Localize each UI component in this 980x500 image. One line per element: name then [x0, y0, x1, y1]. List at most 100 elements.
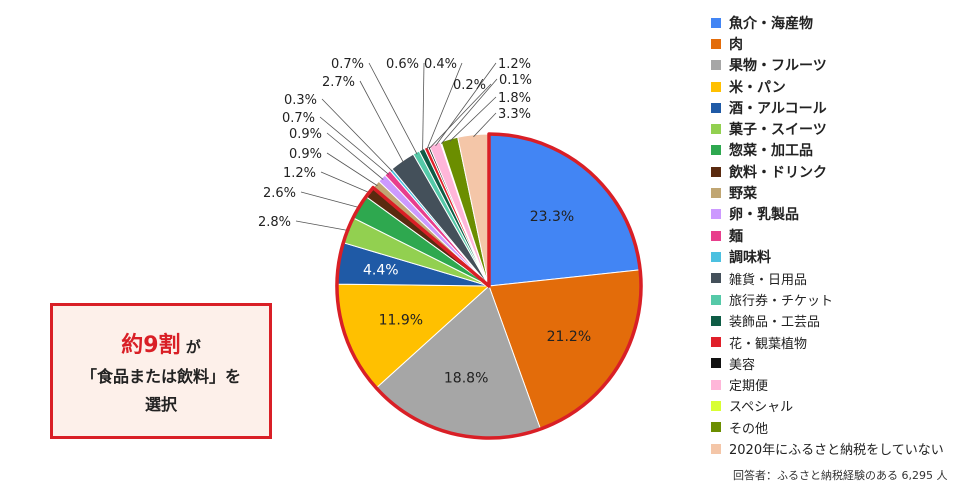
- legend-swatch: [711, 273, 721, 284]
- legend-swatch: [711, 294, 721, 305]
- legend-label: 装飾品・工芸品: [729, 315, 821, 331]
- slice-value-label: 4.4%: [363, 263, 399, 279]
- leader-line: [319, 116, 390, 175]
- slice-value-label: 1.2%: [283, 166, 316, 181]
- legend-item: 雑貨・日用品: [711, 268, 976, 289]
- legend-swatch: [711, 315, 721, 326]
- legend-swatch: [711, 124, 721, 135]
- slice-value-label: 3.3%: [498, 107, 531, 122]
- legend-item: 魚介・海産物: [711, 12, 976, 33]
- leader-line: [320, 171, 372, 194]
- legend-item: 酒・アルコール: [711, 97, 976, 118]
- slice-value-label: 2.6%: [263, 186, 296, 201]
- leader-line: [321, 98, 393, 172]
- leader-line: [300, 191, 361, 209]
- slice-value-label: 11.9%: [379, 312, 423, 328]
- slice-value-label: 1.2%: [498, 57, 531, 72]
- leader-line: [449, 96, 497, 142]
- slice-value-label: 18.8%: [444, 370, 488, 386]
- legend-label: 菓子・スイーツ: [729, 122, 827, 139]
- legend-item: 肉: [711, 33, 976, 54]
- legend-label: 野菜: [729, 186, 757, 203]
- legend-label: 魚介・海産物: [729, 15, 813, 32]
- legend-label: 卵・乳製品: [729, 207, 799, 224]
- legend-swatch: [711, 400, 721, 411]
- legend-item: 惣菜・加工品: [711, 140, 976, 161]
- respondents-note: 回答者：ふるさと納税経験のある 6,295 人: [733, 469, 948, 482]
- legend-item: 2020年にふるさと納税をしていない: [711, 438, 976, 459]
- legend-item: 旅行券・チケット: [711, 289, 976, 310]
- legend-label: 定期便: [729, 379, 769, 395]
- legend-item: 菓子・スイーツ: [711, 118, 976, 139]
- legend-swatch: [711, 17, 721, 28]
- leader-line: [435, 62, 497, 147]
- slice-value-label: 0.7%: [282, 111, 315, 126]
- legend-label: 麺: [729, 228, 743, 245]
- callout-suffix: が: [185, 338, 201, 356]
- chart-legend: 魚介・海産物肉果物・フルーツ 米・パン酒・アルコール 菓子・スイーツ 惣菜・加工品 飲料…: [711, 12, 976, 459]
- legend-label: 肉: [729, 36, 743, 53]
- legend-item: 米・パン: [711, 76, 976, 97]
- legend-item: 果物・フルーツ: [711, 55, 976, 76]
- legend-item: 美容: [711, 353, 976, 374]
- slice-value-label: 0.1%: [499, 73, 532, 88]
- legend-item: 飲料・ドリンク: [711, 161, 976, 182]
- callout-line3: 選択: [144, 395, 177, 414]
- callout-box: 約9割 が 「食品または飲料」を 選択: [50, 303, 272, 439]
- slice-value-label: 0.2%: [453, 78, 486, 93]
- slice-value-label: 21.2%: [547, 329, 591, 345]
- slice-value-label: 0.7%: [331, 57, 364, 72]
- leader-line: [368, 62, 418, 155]
- legend-label: 酒・アルコール: [729, 100, 827, 117]
- legend-swatch: [711, 60, 721, 71]
- slice-value-label: 23.3%: [530, 209, 574, 225]
- legend-swatch: [711, 230, 721, 241]
- legend-swatch: [711, 358, 721, 369]
- legend-item: 卵・乳製品: [711, 204, 976, 225]
- legend-swatch: [711, 443, 721, 454]
- legend-swatch: [711, 251, 721, 262]
- legend-swatch: [711, 337, 721, 348]
- legend-swatch: [711, 166, 721, 177]
- legend-label: 果物・フルーツ: [729, 58, 827, 75]
- legend-item: その他: [711, 417, 976, 438]
- legend-swatch: [711, 422, 721, 433]
- leader-line: [441, 78, 498, 145]
- legend-swatch: [711, 209, 721, 220]
- legend-swatch: [711, 38, 721, 49]
- leader-line: [326, 132, 384, 180]
- legend-item: スペシャル: [711, 395, 976, 416]
- legend-item: 調味料: [711, 246, 976, 267]
- legend-swatch: [711, 81, 721, 92]
- legend-label: スペシャル: [729, 400, 794, 416]
- slice-value-label: 2.7%: [322, 75, 355, 90]
- legend-label: 調味料: [729, 249, 771, 266]
- leader-line: [473, 112, 497, 138]
- slice-value-label: 1.8%: [498, 91, 531, 106]
- legend-label: その他: [729, 421, 769, 437]
- leader-line: [422, 62, 425, 152]
- slice-value-label: 0.6%: [386, 57, 419, 72]
- legend-swatch: [711, 145, 721, 156]
- legend-label: 雑貨・日用品: [729, 272, 808, 288]
- leader-line: [326, 152, 378, 187]
- legend-swatch: [711, 188, 721, 199]
- callout-highlight: 約9割: [121, 333, 181, 358]
- legend-item: 定期便: [711, 374, 976, 395]
- slice-value-label: 0.9%: [289, 127, 322, 142]
- leader-line: [429, 83, 492, 149]
- slice-value-label: 0.3%: [284, 93, 317, 108]
- legend-item: 麺: [711, 225, 976, 246]
- legend-label: 惣菜・加工品: [729, 143, 813, 160]
- slice-value-label: 2.8%: [258, 215, 291, 230]
- legend-item: 花・観葉植物: [711, 331, 976, 352]
- legend-swatch: [711, 102, 721, 113]
- legend-swatch: [711, 379, 721, 390]
- legend-item: 野菜: [711, 182, 976, 203]
- leader-line: [359, 80, 404, 163]
- leader-line: [426, 62, 463, 150]
- legend-label: 美容: [729, 357, 756, 373]
- leader-line: [295, 220, 350, 232]
- slice-value-label: 0.9%: [289, 147, 322, 162]
